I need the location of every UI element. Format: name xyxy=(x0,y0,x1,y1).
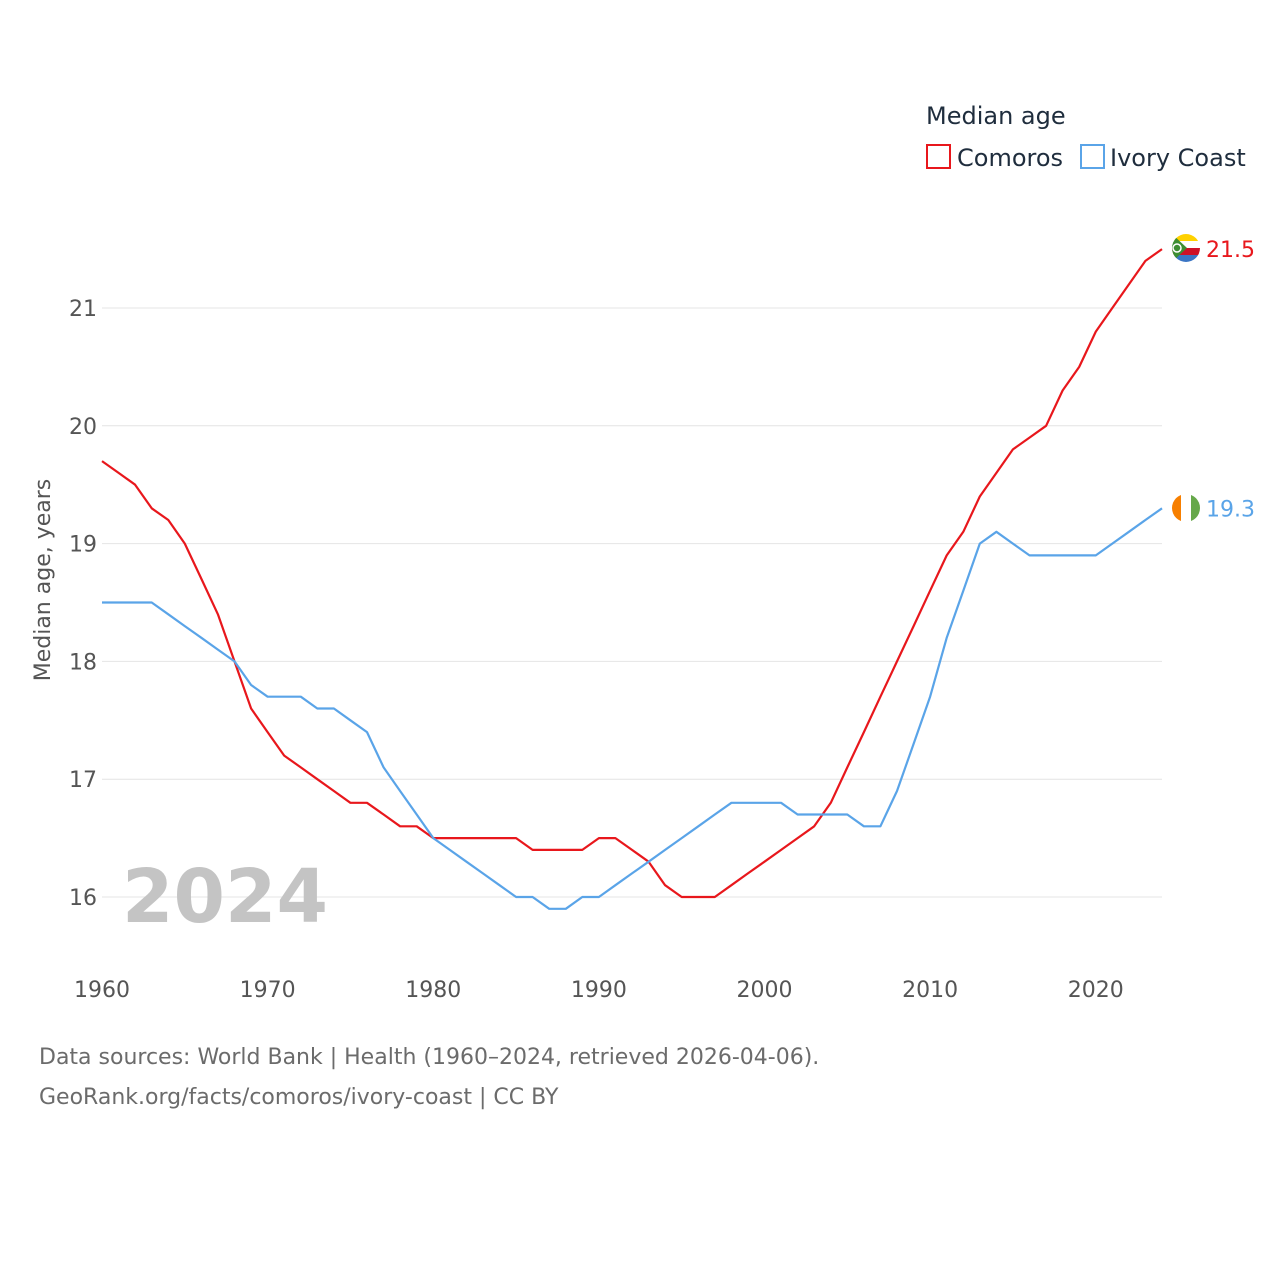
y-tick-label: 17 xyxy=(69,768,97,793)
legend-title: Median age xyxy=(926,102,1066,130)
year-watermark: 2024 xyxy=(122,854,328,940)
credit-link[interactable]: GeoRank.org/facts/comoros/ivory-coast | … xyxy=(39,1085,559,1110)
x-tick-label: 1980 xyxy=(405,978,461,1003)
data-sources-note: Data sources: World Bank | Health (1960–… xyxy=(39,1045,820,1070)
grid-lines xyxy=(102,307,1162,898)
legend: Median age Comoros Ivory Coast xyxy=(926,102,1246,172)
legend-label-comoros[interactable]: Comoros xyxy=(957,144,1063,172)
legend-label-ivory-coast[interactable]: Ivory Coast xyxy=(1110,144,1246,172)
comoros-flag-icon xyxy=(1172,234,1200,262)
x-tick-label: 2020 xyxy=(1068,978,1124,1003)
series-lines xyxy=(101,248,1163,910)
median-age-chart: Median age, years 16 17 18 19 20 21 1960 1970 19… xyxy=(31,102,1255,1003)
y-tick-label: 19 xyxy=(69,533,97,558)
ivory-coast-flag-icon xyxy=(1172,494,1200,522)
x-tick-label: 2000 xyxy=(737,978,793,1003)
y-tick-label: 21 xyxy=(69,297,97,322)
x-tick-label: 1990 xyxy=(571,978,627,1003)
x-tick-label: 1970 xyxy=(240,978,296,1003)
end-value-label-comoros: 21.5 xyxy=(1206,238,1255,263)
axes: Median age, years 16 17 18 19 20 21 1960 1970 19… xyxy=(31,297,1124,1003)
series-line-comoros[interactable] xyxy=(101,248,1163,899)
y-axis-title: Median age, years xyxy=(31,479,56,682)
series-line-ivory-coast[interactable] xyxy=(102,507,1163,910)
y-tick-label: 16 xyxy=(69,886,97,911)
end-labels: 21.5 19.3 xyxy=(1172,234,1255,522)
legend-swatch-ivory-coast[interactable] xyxy=(1080,144,1105,169)
x-tick-label: 1960 xyxy=(74,978,130,1003)
end-value-label-ivory-coast: 19.3 xyxy=(1206,497,1255,522)
y-tick-label: 20 xyxy=(69,415,97,440)
legend-swatch-comoros[interactable] xyxy=(926,144,951,169)
x-tick-label: 2010 xyxy=(902,978,958,1003)
y-tick-label: 18 xyxy=(69,650,97,675)
